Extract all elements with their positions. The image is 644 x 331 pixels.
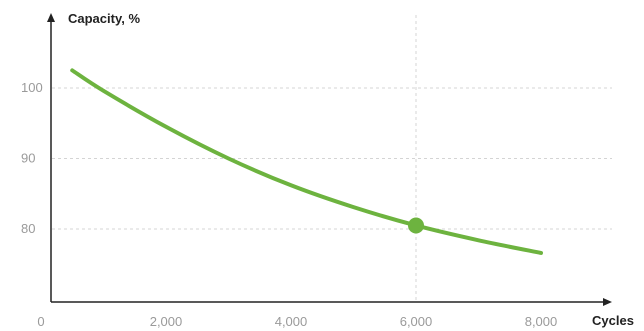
grid-lines xyxy=(52,15,612,301)
series xyxy=(70,68,543,255)
x-axis-arrow-icon xyxy=(603,298,612,306)
y-tick-label: 80 xyxy=(21,221,35,236)
x-tick-label: 2,000 xyxy=(150,314,183,329)
x-tick-label: 4,000 xyxy=(275,314,308,329)
x-axis-title: Cycles xyxy=(592,313,634,328)
axes xyxy=(47,13,612,306)
x-tick-label: 6,000 xyxy=(400,314,433,329)
x-tick-label: 8,000 xyxy=(525,314,558,329)
highlight-point xyxy=(408,217,424,234)
y-tick-label: 90 xyxy=(21,151,35,166)
tick-labels: 80 90 100 0 2,000 4,000 6,000 8,000 xyxy=(21,80,557,329)
x-tick-label: 0 xyxy=(37,314,44,329)
y-tick-label: 100 xyxy=(21,80,43,95)
y-axis-arrow-icon xyxy=(47,13,55,22)
y-axis-title: Capacity, % xyxy=(68,11,140,26)
series-line-0 xyxy=(70,68,543,255)
